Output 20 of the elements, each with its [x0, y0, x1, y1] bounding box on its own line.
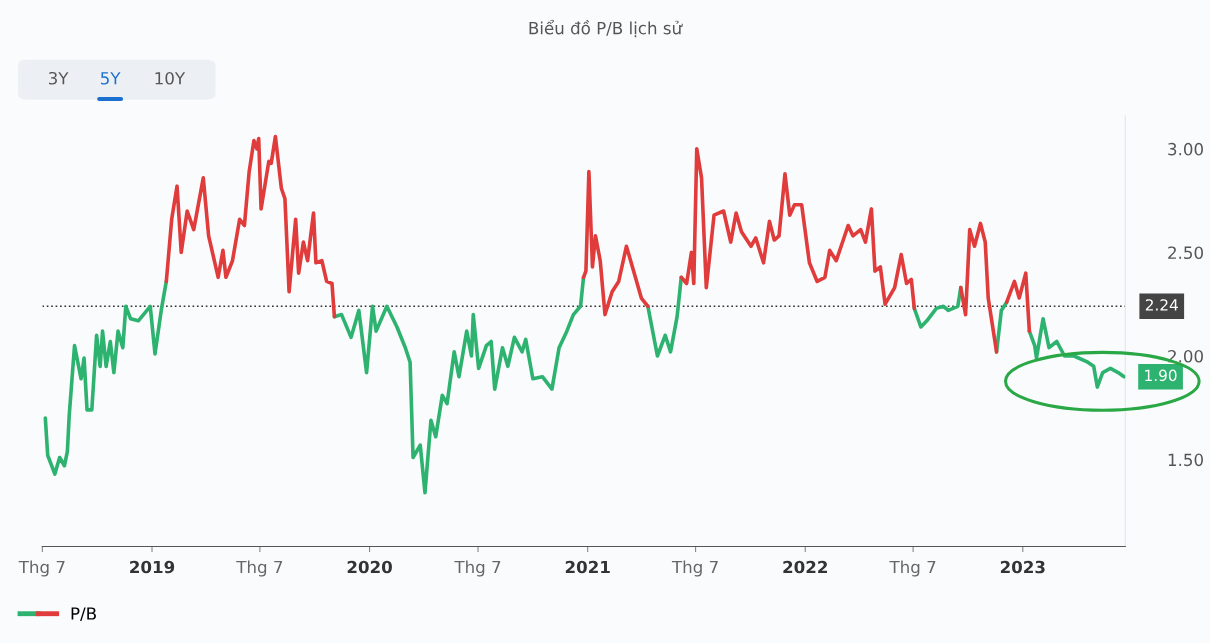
text: 5Y	[101, 72, 121, 85]
ref-line-label: 2.24	[1145, 299, 1178, 311]
x-tick-label: 2020	[347, 560, 392, 574]
legend-label: P/B	[71, 607, 96, 622]
x-tick-label: Thg 7	[18, 560, 65, 577]
y-tick-label: 3.00	[1168, 142, 1203, 156]
x-tick-label: 2019	[130, 560, 175, 574]
text: 10Y	[155, 71, 186, 85]
chart-title: Biểu đồ P/B lịch sử	[529, 19, 683, 38]
x-tick-label: Thg 7	[889, 560, 936, 577]
x-tick-label: Thg 7	[671, 560, 718, 577]
x-tick-label: 2021	[565, 560, 610, 574]
data-label: 1.90	[1145, 369, 1177, 382]
x-tick-label: 2023	[1000, 560, 1045, 574]
x-tick-label: Thg 7	[454, 560, 501, 577]
y-tick-label: 1.50	[1168, 453, 1203, 467]
x-tick-label: 2022	[783, 560, 827, 574]
text: 3Y	[48, 71, 69, 85]
y-tick-label: 2.50	[1168, 246, 1203, 260]
x-tick-label: Thg 7	[236, 560, 283, 577]
